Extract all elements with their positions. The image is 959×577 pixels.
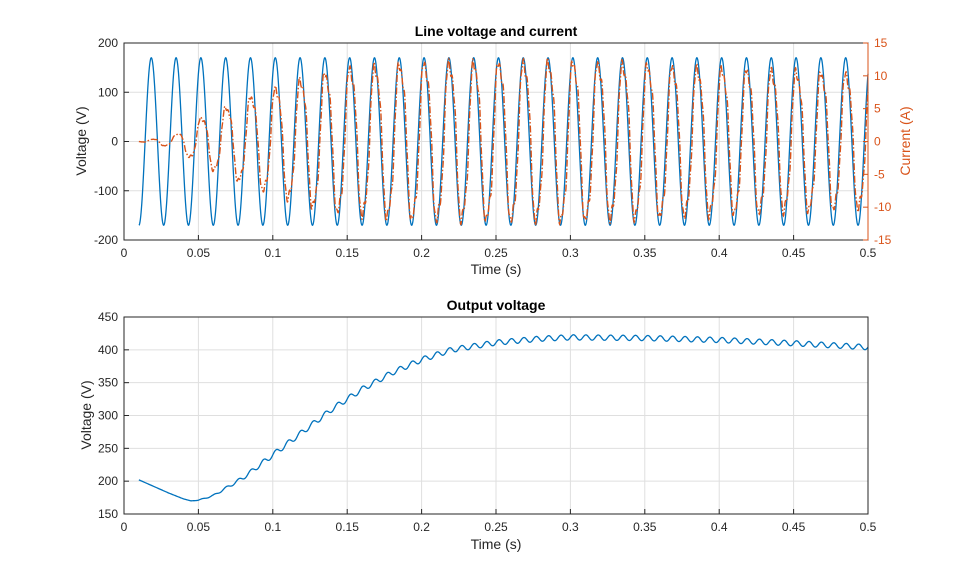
right-y-tick-label: -10 [874, 200, 892, 214]
right-y-tick-label: -5 [874, 167, 885, 181]
x-tick-label: 0.1 [264, 520, 281, 534]
line-voltage-series [138, 56, 869, 226]
y-tick-label: -200 [94, 233, 118, 247]
x-tick-label: 0.1 [264, 246, 281, 260]
bottom-x-axis-label: Time (s) [471, 536, 522, 552]
x-tick-label: 0.25 [484, 520, 508, 534]
top-chart-title: Line voltage and current [415, 23, 578, 39]
y-tick-label: 200 [98, 474, 118, 488]
top-x-axis-label: Time (s) [471, 261, 522, 277]
x-tick-label: 0.5 [860, 246, 877, 260]
top-x-ticks: 0 0.05 0.1 0.15 0.2 0.25 0.3 0.35 0.4 0.45 0.5 [121, 235, 877, 260]
y-tick-label: 300 [98, 409, 118, 423]
right-y-tick-label: 10 [874, 69, 888, 83]
top-right-y-ticks: -15 -10 -5 0 5 10 15 [863, 36, 892, 247]
x-tick-label: 0.3 [562, 246, 579, 260]
top-right-y-axis-label: Current (A) [897, 106, 913, 175]
x-tick-label: 0.2 [413, 520, 430, 534]
y-tick-label: 200 [98, 36, 118, 50]
x-tick-label: 0.05 [187, 520, 211, 534]
bottom-data-layer [138, 334, 869, 502]
line-current-series [138, 56, 869, 227]
x-tick-label: 0 [121, 246, 128, 260]
right-y-tick-label: 15 [874, 36, 888, 50]
x-tick-label: 0 [121, 520, 128, 534]
x-tick-label: 0.4 [711, 246, 728, 260]
top-y-axis-label: Voltage (V) [73, 106, 89, 175]
bottom-y-ticks: 150 200 250 300 350 400 450 [98, 310, 129, 521]
right-y-tick-label: -15 [874, 233, 892, 247]
x-tick-label: 0.4 [711, 520, 728, 534]
x-tick-label: 0.45 [782, 246, 806, 260]
y-tick-label: 400 [98, 343, 118, 357]
x-tick-label: 0.25 [484, 246, 508, 260]
line-voltage-current-plot: 0 0.05 0.1 0.15 0.2 0.25 0.3 0.35 0.4 0.45 0.5 -20… [73, 23, 913, 277]
bottom-y-axis-label: Voltage (V) [78, 380, 94, 449]
y-tick-label: 350 [98, 376, 118, 390]
bottom-chart-title: Output voltage [447, 297, 546, 313]
x-tick-label: 0.2 [413, 246, 430, 260]
x-tick-label: 0.5 [860, 520, 877, 534]
bottom-x-ticks: 0 0.05 0.1 0.15 0.2 0.25 0.3 0.35 0.4 0.45 0.5 [121, 509, 877, 534]
y-tick-label: 100 [98, 85, 118, 99]
x-tick-label: 0.35 [633, 520, 657, 534]
x-tick-label: 0.15 [336, 520, 360, 534]
top-y-ticks: -200 -100 0 100 200 [94, 36, 129, 247]
right-y-tick-label: 5 [874, 102, 881, 116]
y-tick-label: 150 [98, 507, 118, 521]
right-y-tick-label: 0 [874, 135, 881, 149]
x-tick-label: 0.15 [336, 246, 360, 260]
x-tick-label: 0.3 [562, 520, 579, 534]
y-tick-label: 450 [98, 310, 118, 324]
y-tick-label: 250 [98, 441, 118, 455]
x-tick-label: 0.35 [633, 246, 657, 260]
y-tick-label: 0 [111, 135, 118, 149]
x-tick-label: 0.05 [187, 246, 211, 260]
y-tick-label: -100 [94, 184, 118, 198]
output-voltage-series [138, 334, 869, 502]
x-tick-label: 0.45 [782, 520, 806, 534]
output-voltage-plot: 0 0.05 0.1 0.15 0.2 0.25 0.3 0.35 0.4 0.45 0.5 150… [78, 297, 877, 552]
top-data-layer [138, 56, 869, 227]
